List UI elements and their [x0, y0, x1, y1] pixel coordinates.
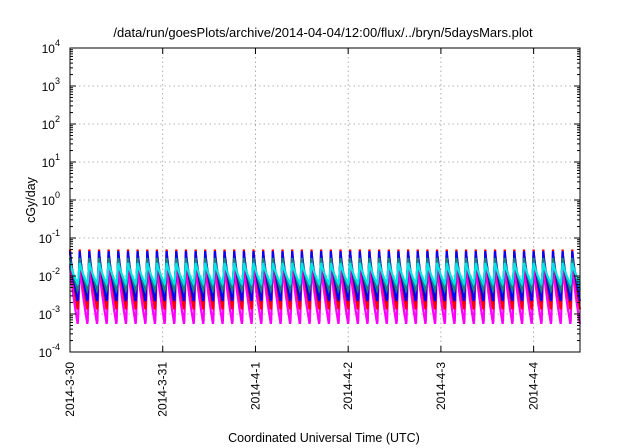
x-tick-label: 2014-3-30: [63, 362, 77, 417]
y-tick-label: 100: [42, 190, 60, 208]
series-line-5: [68, 262, 581, 287]
chart-title: /data/run/goesPlots/archive/2014-04-04/1…: [113, 25, 533, 40]
y-tick-label: 104: [42, 38, 60, 56]
y-tick-label: 102: [42, 114, 60, 132]
y-tick-label: 10-4: [39, 342, 60, 360]
x-tick-label: 2014-4-3: [434, 362, 448, 410]
x-tick-label: 2014-4-1: [248, 362, 262, 410]
x-tick-label: 2014-3-31: [156, 362, 170, 417]
y-tick-label: 10-1: [39, 228, 60, 246]
x-tick-label: 2014-4-4: [527, 362, 541, 410]
x-axis-label: Coordinated Universal Time (UTC): [228, 431, 420, 445]
x-ticks: 2014-3-30 2014-3-31 2014-4-1 2014-4-2 2014-4…: [63, 48, 541, 417]
y-tick-label: 10-2: [39, 266, 60, 284]
y-axis-label: cGy/day: [24, 176, 38, 223]
y-tick-label: 10-3: [39, 304, 60, 322]
x-tick-label: 2014-4-2: [341, 362, 355, 410]
y-tick-label: 101: [42, 152, 60, 170]
y-tick-label: 103: [42, 76, 60, 94]
series-group: [68, 249, 581, 325]
y-ticks: 10-4 10-3 10-2 10-1 100 101 102 103 104: [39, 38, 580, 360]
